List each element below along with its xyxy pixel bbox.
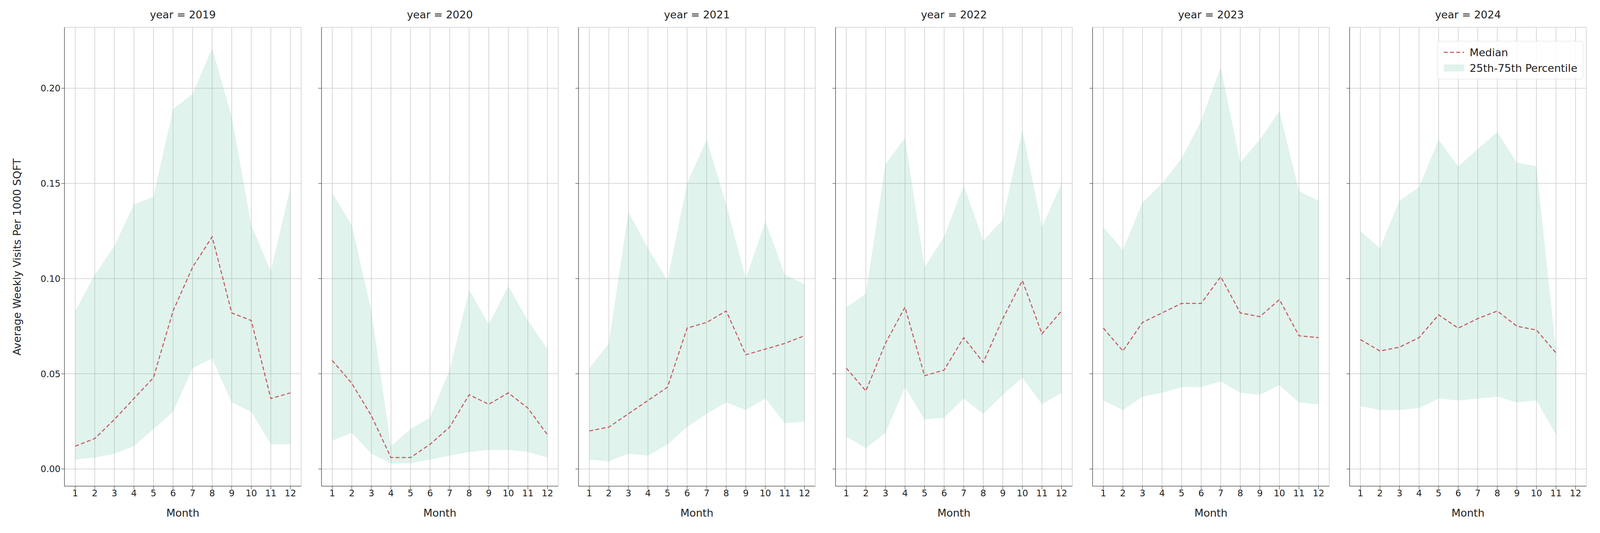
html-text:25th-75th Percentile: 25th-75th Percentile — [1469, 61, 1578, 75]
svg-text:2: 2 — [862, 488, 869, 499]
svg-text:4: 4 — [130, 488, 137, 499]
svg-text:0.10: 0.10 — [40, 273, 61, 284]
html-text:year = 2020: year = 2020 — [406, 8, 473, 21]
svg-text:0.00: 0.00 — [40, 464, 61, 475]
html-text:Median: Median — [1469, 46, 1509, 59]
svg-text:Month: Month — [423, 507, 457, 520]
svg-text:3: 3 — [882, 488, 889, 499]
svg-text:4: 4 — [1158, 488, 1165, 499]
svg-text:0.20: 0.20 — [40, 83, 61, 94]
svg-text:7: 7 — [1217, 488, 1224, 499]
svg-text:1: 1 — [1357, 488, 1364, 499]
svg-text:1: 1 — [329, 488, 336, 499]
svg-text:7: 7 — [189, 488, 196, 499]
svg-text:4: 4 — [387, 488, 394, 499]
svg-text:1: 1 — [843, 488, 850, 499]
html-text:Average Weekly Visits Per 1000: Average Weekly Visits Per 1000 SQFT — [10, 158, 23, 356]
svg-text:4: 4 — [901, 488, 908, 499]
svg-text:6: 6 — [941, 488, 948, 499]
svg-text:Month: Month — [680, 507, 714, 520]
svg-text:12: 12 — [798, 488, 811, 499]
svg-text:2: 2 — [605, 488, 612, 499]
html-text:year = 2024: year = 2024 — [1435, 8, 1501, 21]
svg-text:5: 5 — [664, 488, 671, 499]
svg-text:7: 7 — [960, 488, 967, 499]
svg-text:5: 5 — [921, 488, 928, 499]
svg-text:9: 9 — [1514, 488, 1520, 499]
svg-text:4: 4 — [1416, 488, 1422, 499]
svg-text:5: 5 — [150, 488, 157, 499]
svg-text:3: 3 — [111, 488, 118, 499]
svg-text:9: 9 — [1000, 488, 1006, 499]
svg-text:3: 3 — [1139, 488, 1146, 499]
svg-text:8: 8 — [723, 488, 730, 499]
svg-text:11: 11 — [265, 488, 277, 499]
svg-text:9: 9 — [1257, 488, 1263, 499]
svg-text:2: 2 — [1119, 488, 1126, 499]
svg-text:7: 7 — [703, 488, 710, 499]
svg-text:11: 11 — [1550, 488, 1562, 499]
svg-text:1: 1 — [72, 488, 79, 499]
html-text:year = 2019: year = 2019 — [149, 8, 216, 21]
html-text:year = 2023: year = 2023 — [1177, 8, 1244, 21]
svg-text:9: 9 — [742, 488, 749, 499]
svg-text:2: 2 — [91, 488, 98, 499]
svg-text:1: 1 — [586, 488, 593, 499]
svg-text:11: 11 — [522, 488, 534, 499]
svg-text:12: 12 — [1569, 488, 1582, 499]
svg-text:12: 12 — [1055, 488, 1068, 499]
svg-text:8: 8 — [980, 488, 987, 499]
svg-text:8: 8 — [209, 488, 216, 499]
html-text:year = 2022: year = 2022 — [920, 8, 987, 21]
svg-text:8: 8 — [1237, 488, 1244, 499]
svg-text:4: 4 — [644, 488, 651, 499]
svg-text:10: 10 — [245, 488, 258, 499]
svg-text:6: 6 — [427, 488, 434, 499]
svg-text:6: 6 — [1455, 488, 1462, 499]
svg-text:Month: Month — [937, 507, 971, 520]
svg-text:Month: Month — [166, 507, 200, 520]
svg-text:10: 10 — [1530, 488, 1543, 499]
svg-text:11: 11 — [779, 488, 791, 499]
svg-text:7: 7 — [1475, 488, 1481, 499]
svg-text:7: 7 — [446, 488, 453, 499]
svg-text:2: 2 — [348, 488, 355, 499]
svg-text:9: 9 — [228, 488, 235, 499]
svg-text:10: 10 — [1273, 488, 1286, 499]
svg-text:5: 5 — [1435, 488, 1442, 499]
svg-text:3: 3 — [368, 488, 375, 499]
svg-text:Month: Month — [1194, 507, 1228, 520]
svg-text:0.15: 0.15 — [40, 178, 61, 189]
svg-text:12: 12 — [1312, 488, 1325, 499]
svg-text:6: 6 — [684, 488, 691, 499]
svg-text:2: 2 — [1376, 488, 1383, 499]
svg-text:10: 10 — [1016, 488, 1029, 499]
svg-text:6: 6 — [1198, 488, 1205, 499]
svg-text:12: 12 — [284, 488, 297, 499]
svg-text:10: 10 — [502, 488, 515, 499]
svg-text:12: 12 — [541, 488, 554, 499]
svg-text:6: 6 — [170, 488, 177, 499]
svg-text:Month: Month — [1451, 507, 1485, 520]
svg-text:1: 1 — [1100, 488, 1107, 499]
svg-text:9: 9 — [485, 488, 492, 499]
svg-text:10: 10 — [759, 488, 772, 499]
svg-text:11: 11 — [1293, 488, 1305, 499]
svg-text:3: 3 — [625, 488, 632, 499]
svg-text:3: 3 — [1396, 488, 1403, 499]
svg-text:5: 5 — [407, 488, 414, 499]
svg-text:0.05: 0.05 — [40, 369, 61, 380]
svg-text:8: 8 — [1494, 488, 1501, 499]
svg-text:8: 8 — [466, 488, 473, 499]
svg-text:11: 11 — [1036, 488, 1048, 499]
svg-text:5: 5 — [1178, 488, 1185, 499]
html-text:year = 2021: year = 2021 — [663, 8, 730, 21]
